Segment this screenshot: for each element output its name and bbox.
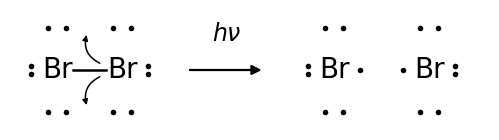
Text: hν: hν: [212, 22, 240, 46]
Text: Br: Br: [319, 56, 350, 84]
Text: Br: Br: [42, 56, 73, 84]
Text: Br: Br: [414, 56, 445, 84]
Text: Br: Br: [107, 56, 138, 84]
